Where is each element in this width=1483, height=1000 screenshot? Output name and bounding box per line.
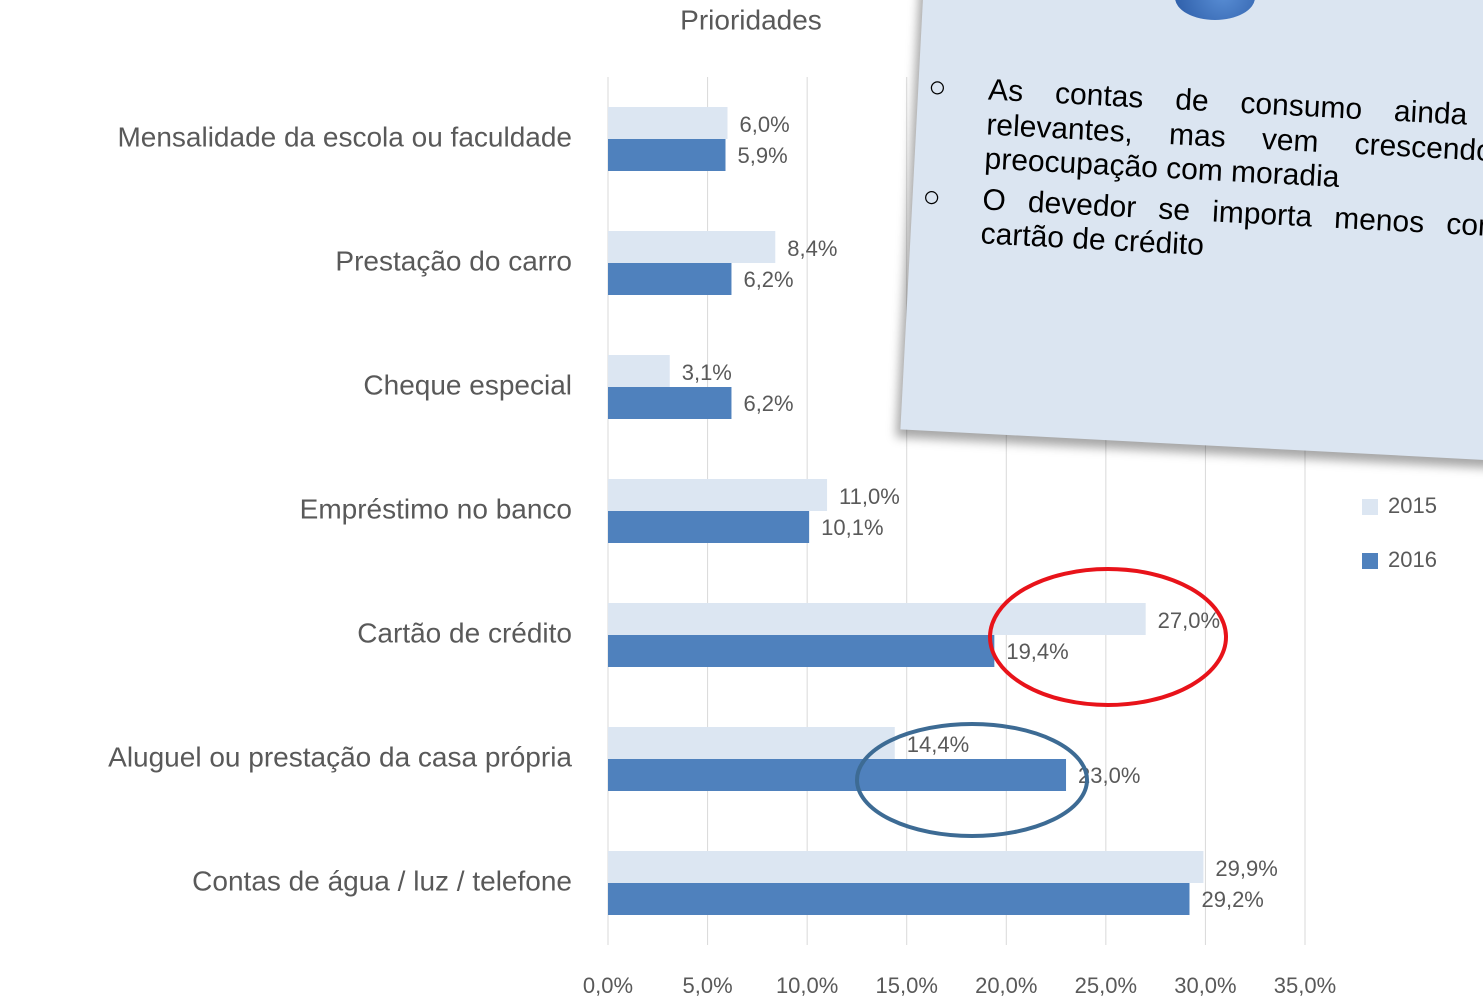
value-label: 10,1% [821, 515, 883, 540]
bar [608, 883, 1190, 915]
bar [608, 107, 728, 139]
x-tick-label: 20,0% [975, 973, 1037, 998]
bar [608, 727, 895, 759]
value-label: 3,1% [682, 360, 732, 385]
y-tick-label: Empréstimo no banco [300, 493, 572, 524]
value-label: 19,4% [1006, 639, 1068, 664]
x-tick-label: 0,0% [583, 973, 633, 998]
y-tick-label: Cartão de crédito [357, 617, 572, 648]
x-tick-label: 25,0% [1075, 973, 1137, 998]
bar [608, 479, 828, 511]
value-label: 5,9% [737, 143, 787, 168]
bar [608, 139, 726, 171]
chart-title: Prioridades [680, 4, 822, 35]
bar [608, 851, 1204, 883]
bar [608, 759, 1067, 791]
value-label: 8,4% [787, 236, 837, 261]
legend-swatch [1362, 499, 1378, 515]
x-tick-label: 10,0% [776, 973, 838, 998]
value-label: 6,0% [739, 112, 789, 137]
y-tick-label: Aluguel ou prestação da casa própria [108, 741, 572, 772]
y-tick-label: Contas de água / luz / telefone [192, 865, 572, 896]
legend-swatch [1362, 553, 1378, 569]
bar [608, 387, 732, 419]
value-label: 6,2% [743, 267, 793, 292]
plot: 0,0% 5,0% 10,0% 15,0% 20,0% 25,0% 30,0% 35,0% Me… [108, 77, 1437, 998]
legend-label: 2015 [1388, 493, 1437, 518]
bar [608, 635, 995, 667]
value-label: 29,9% [1215, 856, 1277, 881]
value-label: 14,4% [907, 732, 969, 757]
value-label: 29,2% [1201, 887, 1263, 912]
value-label: 11,0% [839, 484, 900, 509]
value-label: 6,2% [743, 391, 793, 416]
highlight-ellipse [855, 722, 1089, 838]
bar [608, 263, 732, 295]
bar [608, 603, 1146, 635]
bar [608, 355, 670, 387]
sticky-note: As contas de consumo ainda são relevante… [900, 0, 1483, 468]
y-tick-label: Mensalidade da escola ou faculdade [117, 121, 572, 152]
y-tick-label: Cheque especial [363, 369, 572, 400]
bar [608, 231, 776, 263]
x-tick-label: 35,0% [1274, 973, 1336, 998]
x-tick-label: 30,0% [1174, 973, 1236, 998]
legend-label: 2016 [1388, 547, 1437, 572]
pin [1175, 0, 1255, 20]
value-label: 27,0% [1158, 608, 1220, 633]
y-tick-label: Prestação do carro [335, 245, 572, 276]
highlight-ellipse [988, 567, 1228, 707]
x-tick-label: 5,0% [682, 973, 732, 998]
x-tick-label: 15,0% [876, 973, 938, 998]
note-list: As contas de consumo ainda são relevante… [920, 70, 1483, 284]
bar [608, 511, 810, 543]
